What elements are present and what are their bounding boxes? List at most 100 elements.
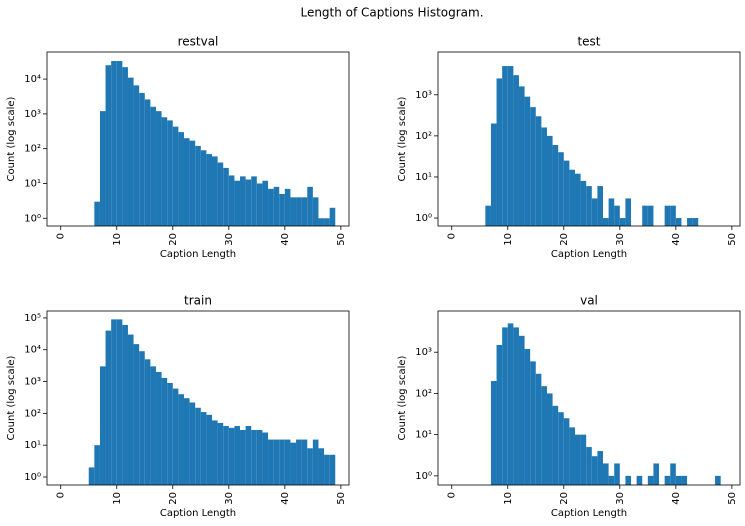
y-tick-label: 10³	[24, 109, 41, 120]
bar	[223, 167, 229, 226]
bar	[664, 205, 671, 226]
bar	[530, 361, 536, 485]
bar	[245, 426, 252, 485]
bar	[290, 197, 297, 226]
bar	[240, 176, 246, 226]
bar	[127, 334, 134, 485]
bar	[296, 439, 302, 485]
x-tick-label: 40	[671, 492, 682, 505]
bar	[535, 373, 542, 485]
bar	[94, 201, 100, 226]
bar	[189, 402, 196, 485]
bar	[240, 429, 246, 485]
bar	[636, 475, 643, 485]
bar	[88, 467, 95, 485]
bar	[681, 475, 688, 485]
bar	[122, 324, 128, 485]
bar	[212, 156, 218, 226]
bar	[574, 434, 581, 485]
bar	[603, 218, 609, 226]
bar	[155, 371, 162, 485]
bar	[234, 426, 241, 485]
y-tick-label: 10³	[24, 377, 41, 388]
bar	[597, 451, 604, 485]
x-tick-label: 50	[727, 233, 738, 246]
x-tick-label: 10	[503, 233, 514, 246]
x-axis-label: Caption Length	[160, 508, 236, 519]
y-tick-label: 10¹	[415, 172, 432, 183]
axes-title: restval	[178, 35, 219, 49]
y-tick-label: 10⁰	[415, 213, 432, 224]
bar	[290, 442, 297, 485]
bar	[614, 463, 620, 485]
bar	[234, 180, 241, 226]
x-tick-label: 0	[56, 233, 67, 239]
x-axis-label: Caption Length	[551, 508, 627, 519]
bar	[133, 85, 140, 227]
x-tick-label: 0	[447, 492, 458, 498]
y-tick-label: 10²	[415, 388, 432, 399]
bar	[167, 383, 173, 485]
y-tick-label: 10¹	[24, 178, 41, 189]
bar	[642, 205, 648, 226]
bar	[183, 398, 190, 485]
bar	[670, 205, 676, 226]
y-tick-label: 10¹	[24, 440, 41, 451]
bar	[507, 323, 514, 485]
bar	[223, 426, 229, 485]
bar	[580, 434, 587, 485]
bar	[502, 327, 508, 485]
bar	[206, 154, 213, 226]
bar	[591, 456, 598, 485]
axes-frame	[46, 51, 350, 227]
bar	[563, 418, 570, 485]
axes-frame	[46, 310, 350, 486]
bar	[195, 145, 201, 226]
bar	[675, 475, 682, 485]
bar	[586, 186, 592, 226]
bar	[284, 439, 291, 485]
bar	[558, 412, 564, 485]
x-tick-label: 10	[112, 233, 123, 246]
bar	[273, 439, 280, 485]
bar	[496, 344, 503, 485]
bar	[692, 218, 699, 226]
y-tick-label: 10²	[24, 408, 41, 419]
x-tick-label: 40	[280, 233, 291, 246]
bar	[608, 198, 615, 226]
bar	[552, 144, 559, 226]
x-tick-label: 20	[559, 492, 570, 505]
y-tick-label: 10⁰	[24, 472, 41, 483]
bar	[167, 120, 173, 226]
bar	[485, 205, 491, 226]
y-tick-label: 10¹	[415, 430, 432, 441]
bar	[524, 348, 531, 485]
bar	[268, 439, 274, 485]
bar	[324, 218, 330, 226]
y-tick-label: 10⁴	[24, 74, 41, 85]
bar	[318, 448, 325, 485]
bar	[664, 475, 671, 485]
bar	[178, 394, 184, 485]
bar	[490, 123, 497, 226]
bar	[670, 463, 676, 485]
x-tick-label: 40	[280, 492, 291, 505]
bar	[546, 135, 553, 226]
bar	[262, 180, 269, 226]
bar	[603, 463, 609, 485]
bar	[161, 377, 168, 485]
axes-title: test	[577, 35, 600, 49]
axes-frame	[437, 51, 741, 227]
bar	[122, 67, 128, 226]
bar	[256, 429, 263, 485]
bar	[586, 447, 592, 485]
bar	[273, 186, 280, 226]
axes-title: val	[580, 294, 598, 308]
y-tick-label: 10²	[24, 144, 41, 155]
bar	[105, 330, 112, 485]
bar	[558, 152, 564, 226]
bar	[150, 366, 156, 485]
y-tick-label: 10⁴	[24, 345, 41, 356]
bar	[530, 107, 536, 226]
